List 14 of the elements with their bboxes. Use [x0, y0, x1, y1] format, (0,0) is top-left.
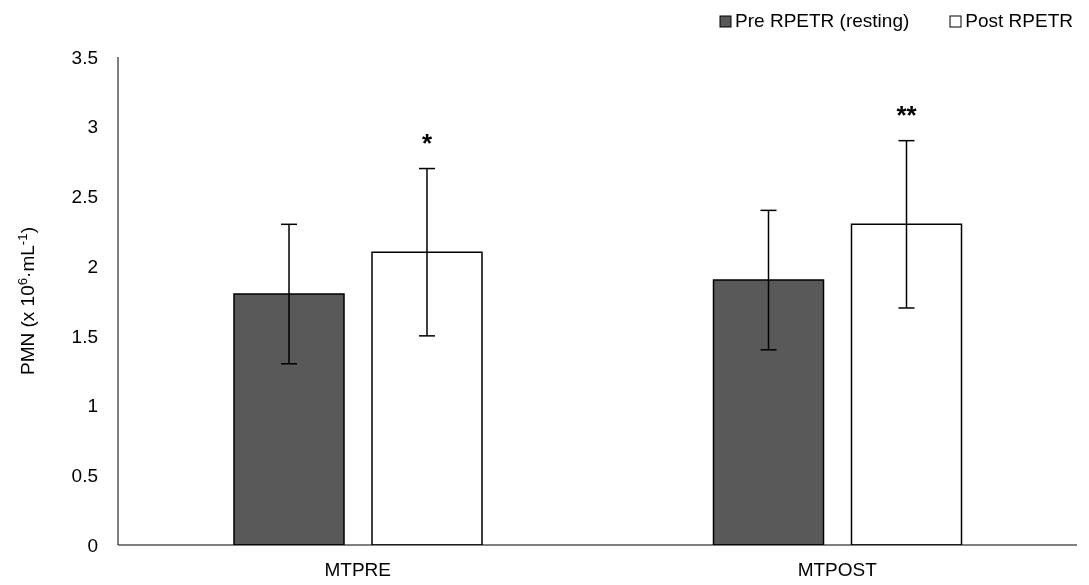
legend-label: Post RPETR [965, 10, 1073, 32]
y-tick-label: 1 [87, 395, 98, 417]
annotation: * [421, 127, 433, 158]
y-tick-label: 1.5 [71, 325, 98, 347]
y-tick-label: 2.5 [71, 186, 98, 208]
annotation: ** [896, 99, 918, 130]
legend-label: Pre RPETR (resting) [735, 10, 910, 32]
y-tick-label: 0 [87, 534, 98, 556]
y-tick-label: 3 [87, 116, 98, 138]
y-tick-label: 2 [87, 255, 98, 277]
x-tick-label: MTPRE [324, 559, 391, 581]
y-tick-label: 3.5 [71, 46, 98, 68]
x-tick-label: MTPOST [797, 559, 878, 581]
y-tick-label: 0.5 [71, 465, 98, 487]
